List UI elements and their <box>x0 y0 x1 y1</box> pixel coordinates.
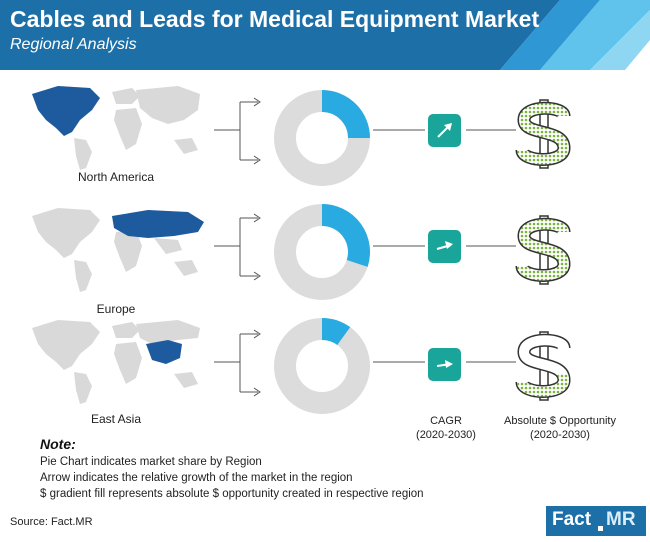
source-text: Source: Fact.MR <box>10 516 93 528</box>
world-map-icon <box>32 208 204 292</box>
opportunity-column-label: Absolute $ Opportunity (2020-2030) <box>490 414 630 442</box>
note-title: Note: <box>40 436 76 452</box>
trend-arrow-icon <box>436 241 453 250</box>
donut-share-slice <box>321 318 351 346</box>
cagr-label: CAGR <box>430 415 462 427</box>
opportunity-label: Absolute $ Opportunity <box>504 415 616 427</box>
region-row-east-asia: East Asia <box>0 314 650 434</box>
logo-dot <box>598 526 603 531</box>
region-label: North America <box>77 170 155 184</box>
cagr-column-label: CAGR (2020-2030) <box>400 414 492 442</box>
note-line: Arrow indicates the relative growth of t… <box>40 472 353 484</box>
logo-part-1: Fact <box>552 509 592 530</box>
dollar-gradient-icon <box>515 215 571 285</box>
note-line: $ gradient fill represents absolute $ op… <box>40 488 424 500</box>
region-label: Europe <box>96 302 136 316</box>
trend-arrow-icon <box>436 360 453 368</box>
header-banner: Cables and Leads for Medical Equipment M… <box>0 0 650 70</box>
region-row-europe: Europe <box>0 202 650 322</box>
logo-part-2: MR <box>606 509 636 530</box>
dollar-gradient-icon <box>515 331 571 401</box>
opportunity-period: (2020-2030) <box>530 429 590 441</box>
page-subtitle: Regional Analysis <box>10 36 137 53</box>
region-connector-lines <box>214 97 516 165</box>
world-map-icon <box>32 86 200 170</box>
cagr-period: (2020-2030) <box>416 429 476 441</box>
market-share-donut <box>274 204 370 300</box>
region-connector-lines <box>214 329 516 397</box>
factmr-logo: Fact MR <box>546 506 646 536</box>
trend-arrow-icon <box>437 123 452 138</box>
trend-arrow-tile <box>428 348 461 381</box>
market-share-donut <box>274 90 370 186</box>
trend-arrow-tile <box>428 114 461 147</box>
page-title: Cables and Leads for Medical Equipment M… <box>10 6 540 32</box>
market-share-donut <box>274 318 370 414</box>
trend-arrow-tile <box>428 230 461 263</box>
region-row-north-america: North America <box>0 80 650 200</box>
header-background <box>0 0 650 70</box>
world-map-icon <box>32 320 200 404</box>
region-connector-lines <box>214 213 516 281</box>
donut-rest-slice <box>274 318 370 414</box>
region-label: East Asia <box>90 412 142 426</box>
note-line: Pie Chart indicates market share by Regi… <box>40 456 262 468</box>
donut-share-slice <box>321 204 370 267</box>
dollar-gradient-icon <box>515 99 571 169</box>
donut-share-slice <box>321 90 370 139</box>
